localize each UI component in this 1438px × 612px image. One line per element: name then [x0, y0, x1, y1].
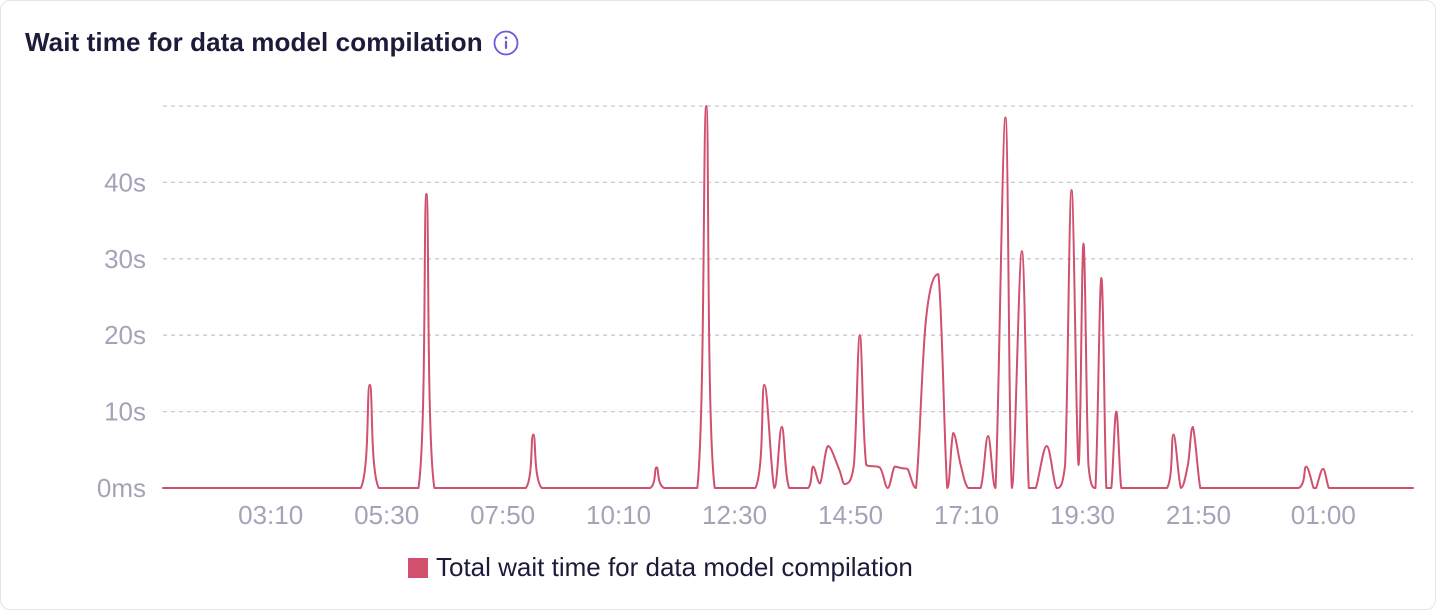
- chart-title: Wait time for data model compilation: [25, 27, 483, 57]
- info-circle-icon[interactable]: [493, 30, 519, 56]
- y-axis-ticks: 0ms 10s 20s 30s 40s: [97, 167, 146, 503]
- y-tick-label: 10s: [104, 397, 146, 427]
- x-tick-label: 10:10: [586, 500, 651, 530]
- x-tick-label: 12:30: [702, 500, 767, 530]
- x-tick-label: 01:00: [1291, 500, 1356, 530]
- x-tick-label: 14:50: [818, 500, 883, 530]
- x-tick-label: 19:30: [1050, 500, 1115, 530]
- x-tick-label: 21:50: [1166, 500, 1231, 530]
- series-layer: [162, 105, 1414, 490]
- grid-lines: [163, 105, 1413, 413]
- x-tick-label: 07:50: [470, 500, 535, 530]
- legend-item[interactable]: Total wait time for data model compilati…: [408, 552, 913, 583]
- y-tick-label: 0ms: [97, 473, 146, 503]
- legend-label: Total wait time for data model compilati…: [436, 552, 913, 582]
- x-tick-label: 05:30: [354, 500, 419, 530]
- legend-swatch: [408, 557, 428, 578]
- x-tick-label: 17:10: [934, 500, 999, 530]
- x-axis-ticks: 03:10 05:30 07:50 10:10 12:30 14:50 17:10 19:30…: [238, 500, 1356, 530]
- x-tick-label: 03:10: [238, 500, 303, 530]
- y-tick-label: 20s: [104, 320, 146, 350]
- y-tick-label: 30s: [104, 244, 146, 274]
- series-line[interactable]: [162, 105, 1414, 490]
- chart-header: Wait time for data model compilation: [25, 27, 519, 58]
- y-tick-label: 40s: [104, 167, 146, 197]
